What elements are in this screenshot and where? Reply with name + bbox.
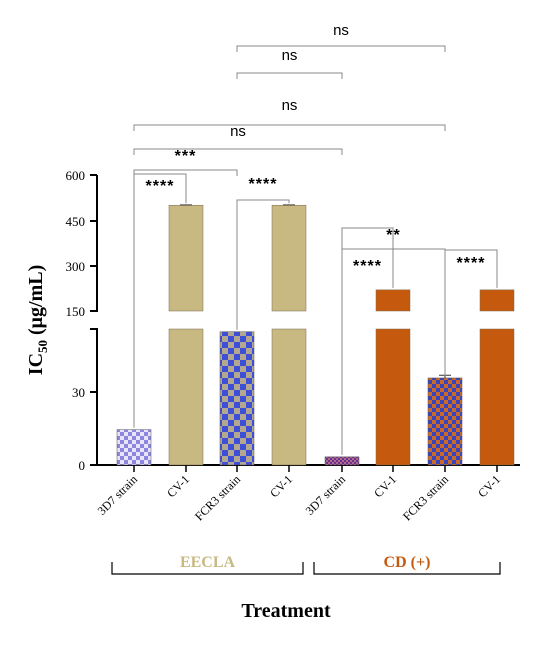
sig-bracket-3: [444, 249, 498, 376]
bar-6: [427, 377, 463, 466]
sig-bracket-6: [133, 148, 343, 155]
sig-label-5: **: [386, 227, 400, 244]
sig-bracket-1: [236, 199, 290, 330]
y-tick-label-600: 600: [66, 168, 86, 183]
x-tick-label-4: 3D7 strain: [303, 472, 348, 517]
x-axis-label: Treatment: [241, 600, 331, 622]
x-tick-label-6: FCR3 strain: [400, 472, 451, 523]
group-label-0: EECLA: [180, 554, 236, 571]
sig-bracket-8: [236, 72, 343, 79]
sig-bracket-5: [341, 248, 446, 255]
x-tick-label-5: CV-1: [371, 472, 399, 500]
bar-0: [116, 429, 152, 466]
x-tick-label-3: CV-1: [267, 472, 295, 500]
sig-label-4: ***: [175, 148, 197, 165]
sig-label-8: ns: [282, 47, 298, 64]
sig-label-6: ns: [230, 123, 246, 140]
y-tick-label-150: 150: [66, 304, 86, 319]
bar-upper-1: [168, 204, 204, 312]
y-axis-label: IC50 (μg/mL): [25, 265, 50, 375]
group-label-1: CD (+): [384, 554, 431, 571]
y-ticks: 600 450 300 150 30 0: [66, 168, 97, 473]
sig-label-2: ****: [353, 258, 382, 275]
group-bracket-1: [313, 562, 501, 575]
sig-label-1: ****: [249, 176, 278, 193]
bar-upper-5: [375, 289, 411, 312]
sig-label-9: ns: [333, 22, 349, 39]
y-tick-label-0: 0: [79, 458, 86, 473]
sig-bracket-4: [133, 169, 238, 176]
sig-label-3: ****: [457, 255, 486, 272]
x-tick-label-0: 3D7 strain: [95, 472, 140, 517]
bar-lower-3: [271, 328, 307, 466]
sig-bracket-7: [133, 124, 446, 131]
group-bracket-0: [111, 562, 304, 575]
group-brackets: EECLA CD (+): [111, 554, 501, 575]
bars: [116, 204, 515, 466]
sig-label-7: ns: [282, 97, 298, 114]
sig-bracket-9: [236, 45, 446, 52]
bar-lower-1: [168, 328, 204, 466]
bar-upper-7: [479, 289, 515, 312]
bar-lower-5: [375, 328, 411, 466]
x-tick-labels: 3D7 strain CV-1 FCR3 strain CV-1 3D7 strain C…: [95, 465, 503, 523]
y-tick-label-30: 30: [72, 385, 85, 400]
sig-label-0: ****: [146, 178, 175, 195]
bar-4: [324, 456, 360, 466]
bar-2: [219, 331, 255, 466]
bar-upper-3: [271, 204, 307, 312]
y-tick-label-300: 300: [66, 259, 86, 274]
bar-lower-7: [479, 328, 515, 466]
y-tick-label-450: 450: [66, 214, 86, 229]
x-tick-label-2: FCR3 strain: [192, 472, 243, 523]
sig-bracket-2: [341, 227, 394, 455]
sig-bracket-0: [133, 173, 187, 428]
x-tick-label-7: CV-1: [475, 472, 503, 500]
x-tick-label-1: CV-1: [164, 472, 192, 500]
